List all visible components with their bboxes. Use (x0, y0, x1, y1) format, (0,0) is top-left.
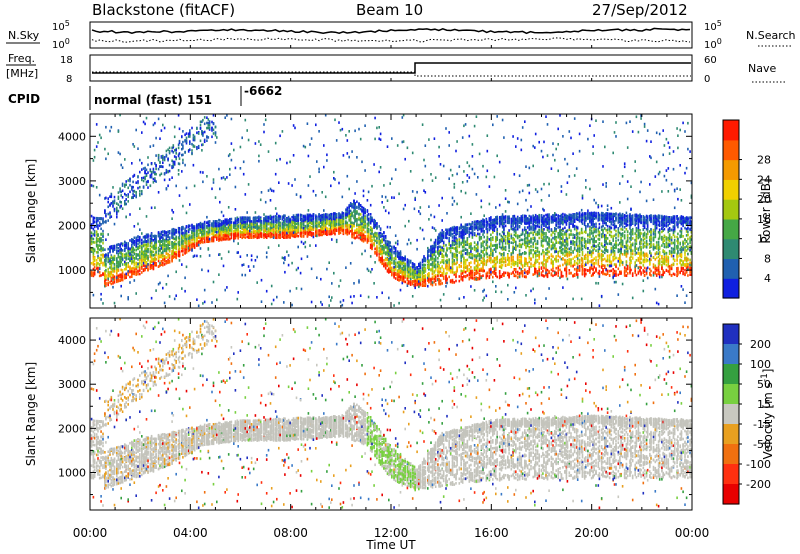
velocity-colorbar-tick-5: -50 (753, 438, 771, 451)
velocity-colorbar-swatch-6 (723, 444, 739, 465)
velocity-ytick-3000: 3000 (58, 378, 86, 391)
velocity-colorbar-tick-6: -100 (746, 458, 771, 471)
power-ytick-3000: 3000 (58, 175, 86, 188)
x-tick-0: 00:00 (73, 526, 108, 540)
velocity-colorbar-swatch-2 (723, 364, 739, 385)
noise-sky-label: N.Sky (8, 29, 40, 42)
freq-tick-lo: 8 (66, 74, 72, 85)
velocity-colorbar-swatch-1 (723, 344, 739, 365)
velocity-colorbar-tick-3: 15 (757, 398, 771, 411)
noise-right-tick-hi: 105 (704, 19, 722, 34)
beam-title: Beam 10 (356, 1, 423, 19)
power-colorbar-swatch-4 (723, 199, 739, 220)
power-colorbar-tick-5: 24 (757, 173, 771, 186)
velocity-colorbar-swatch-7 (723, 464, 739, 485)
noise-right-tick-lo: 100 (704, 37, 722, 52)
velocity-colorbar-swatch-3 (723, 384, 739, 405)
cpid-segment-2: -6662 (244, 84, 282, 98)
noise-panel: N.Sky 105 100 105 100 N.Search (6, 19, 796, 52)
power-colorbar-tick-2: 12 (757, 233, 771, 246)
freq-label: Freq. (8, 52, 35, 65)
freq-unit-label: [MHz] (6, 67, 38, 80)
velocity-colorbar-tick-7: -200 (746, 478, 771, 491)
velocity-ytick-2000: 2000 (58, 422, 86, 435)
noise-left-tick-hi: 105 (52, 19, 70, 34)
freq-tick-hi: 18 (60, 55, 73, 66)
power-colorbar-tick-4: 20 (757, 193, 771, 206)
power-colorbar-swatch-2 (723, 238, 739, 260)
x-tick-3: 12:00 (374, 526, 409, 540)
noise-search-label: N.Search (746, 29, 796, 42)
power-ytick-2000: 2000 (58, 219, 86, 232)
power-colorbar-swatch-7 (723, 139, 739, 161)
power-colorbar-tick-3: 16 (757, 213, 771, 226)
power-colorbar-swatch-6 (723, 159, 739, 180)
power-colorbar-swatch-5 (723, 179, 739, 200)
power-colorbar-swatch-3 (723, 218, 739, 240)
x-tick-5: 20:00 (574, 526, 609, 540)
x-axis: 00:00 04:00 08:00 12:00 16:00 20:00 00:00 (73, 45, 710, 540)
velocity-colorbar-swatch-5 (723, 424, 739, 445)
velocity-colorbar-swatch-8 (723, 484, 739, 505)
power-ytick-1000: 1000 (58, 264, 86, 277)
nave-tick-lo: 0 (704, 74, 710, 85)
freq-line (92, 62, 691, 74)
noise-sky-line (91, 27, 691, 35)
noise-search-line (91, 37, 691, 43)
velocity-colorbar: 200 100 50 15 -15 -50 -100 -200 (722, 323, 771, 505)
cpid-panel: CPID normal (fast) 151 -6662 (8, 84, 282, 110)
station-title: Blackstone (fitACF) (92, 1, 235, 19)
power-colorbar-tick-0: 4 (764, 272, 771, 285)
velocity-colorbar-swatch-4 (723, 404, 739, 425)
velocity-colorbar-tick-2: 50 (757, 378, 771, 391)
x-tick-6: 00:00 (675, 526, 710, 540)
velocity-colorbar-tick-1: 100 (750, 358, 771, 371)
velocity-colorbar-tick-0: 200 (750, 338, 771, 351)
freq-panel: Freq. [MHz] 18 8 60 0 Nave (6, 52, 786, 85)
power-colorbar: 4 8 12 16 20 24 28 (722, 119, 771, 299)
power-colorbar-label: Power [dB] (759, 178, 773, 243)
power-colorbar-swatch-8 (723, 120, 739, 141)
velocity-panel: 1000 2000 3000 4000 Slant Range [km] 200 100… (24, 317, 775, 511)
velocity-scatter (90, 317, 693, 510)
nave-line (92, 71, 691, 77)
x-tick-2: 08:00 (273, 526, 308, 540)
velocity-ytick-1000: 1000 (58, 466, 86, 479)
power-ytick-4000: 4000 (58, 130, 86, 143)
power-ylabel: Slant Range [km] (24, 159, 38, 263)
cpid-segment-1: normal (fast) 151 (94, 93, 212, 107)
velocity-ytick-4000: 4000 (58, 334, 86, 347)
x-tick-1: 04:00 (173, 526, 208, 540)
power-panel: 1000 2000 3000 4000 Slant Range [km] 4 8 12 16… (24, 113, 773, 309)
velocity-colorbar-swatch-0 (723, 324, 739, 345)
x-tick-4: 16:00 (474, 526, 509, 540)
velocity-colorbar-tick-4: -15 (753, 418, 771, 431)
power-colorbar-tick-1: 8 (764, 252, 771, 265)
date-title: 27/Sep/2012 (592, 1, 688, 19)
velocity-colorbar-label: Velocity [m s-1] (760, 369, 775, 460)
noise-left-tick-lo: 100 (52, 37, 70, 52)
nave-tick-hi: 60 (704, 55, 717, 66)
power-colorbar-swatch-1 (723, 258, 739, 279)
power-colorbar-swatch-0 (723, 278, 739, 299)
cpid-label: CPID (8, 92, 40, 106)
x-axis-label: Time UT (365, 538, 416, 552)
velocity-ylabel: Slant Range [km] (24, 362, 38, 466)
nave-label: Nave (748, 62, 776, 75)
power-colorbar-tick-6: 28 (757, 154, 771, 167)
power-scatter (90, 113, 693, 308)
